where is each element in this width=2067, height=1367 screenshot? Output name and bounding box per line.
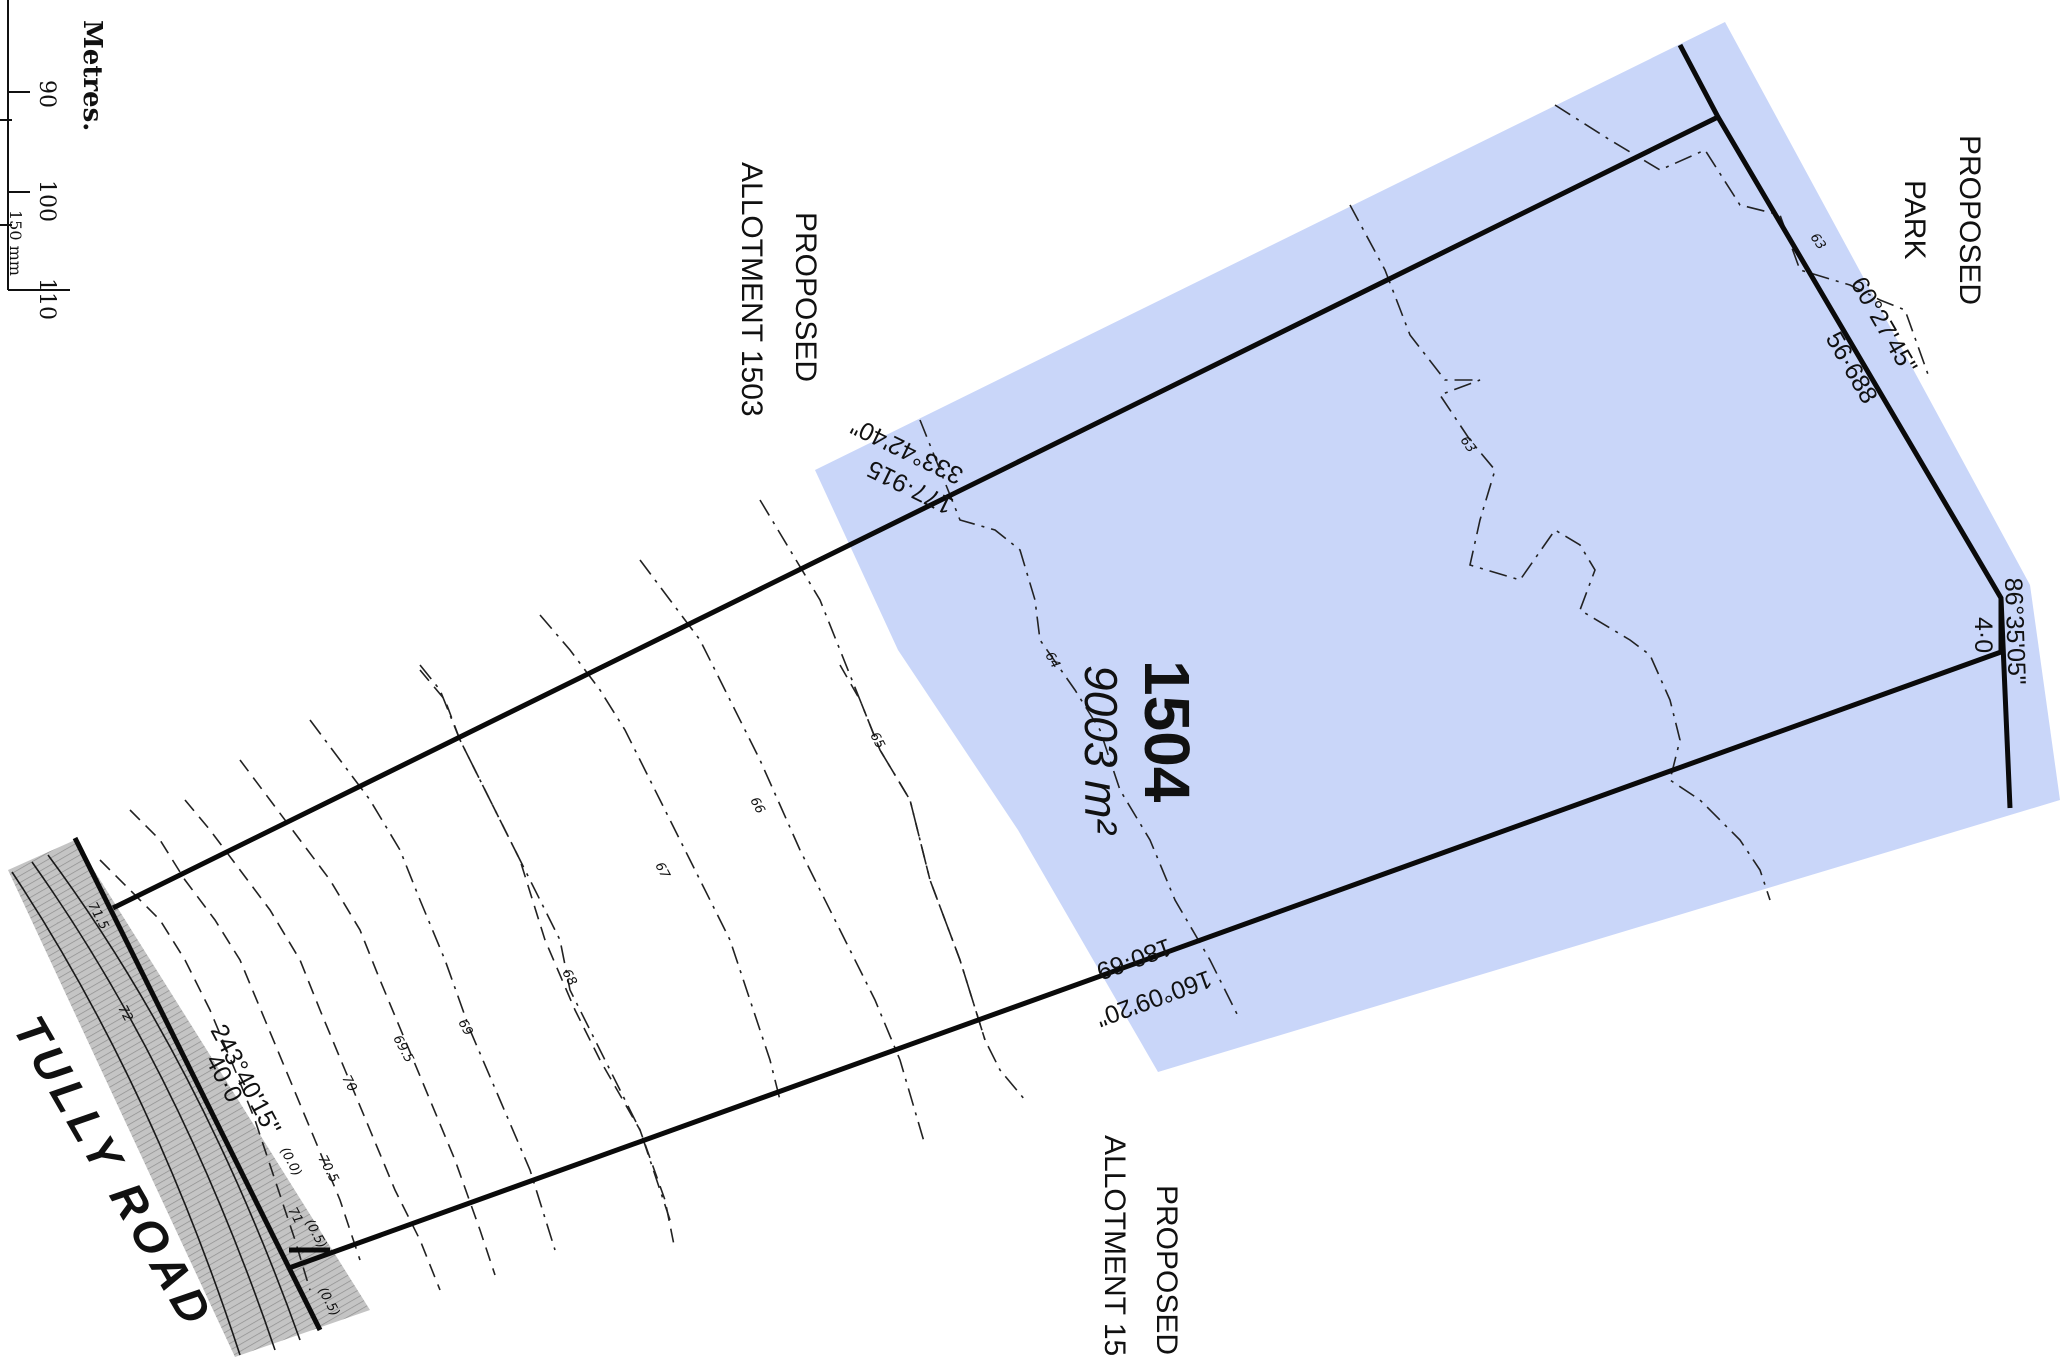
contour-label: 64 (1042, 650, 1063, 672)
contour-label: 65 (866, 730, 887, 752)
contour-label: 70 (338, 1073, 359, 1095)
road-strip (8, 840, 370, 1357)
contour-label: 69 (454, 1017, 475, 1039)
contour-label: 70.5 (314, 1153, 341, 1186)
scale-tick-100: 100 (34, 180, 59, 222)
lot-boundary (72, 43, 2013, 1332)
scale-tick-110: 110 (34, 278, 59, 320)
scale-unit-label: Metres. (77, 20, 107, 131)
contour-lines-dashed (99, 664, 986, 1291)
corner-distance: 4·0 (1969, 617, 1997, 653)
allotment-north-line1: PROPOSED (789, 212, 822, 382)
contour-label: 69.5 (389, 1033, 416, 1066)
road-edge-lines (11, 854, 301, 1356)
lot-area: 9003 m² (1075, 665, 1127, 835)
scale-tick-90: 90 (34, 80, 59, 108)
allotment-south-line1: PROPOSED (1150, 1185, 1183, 1355)
allotment-south-line2: ALLOTMENT 15 (1098, 1135, 1131, 1356)
park-line2: PARK (1898, 180, 1931, 259)
lot-number: 1504 (1131, 660, 1203, 803)
park-line1: PROPOSED (1953, 135, 1986, 305)
scale-mm-label: 150 mm (6, 210, 25, 276)
contour-label: 66 (746, 795, 767, 817)
contour-label: 67 (651, 860, 672, 882)
corner-bearing: 86°35'05" (1999, 577, 2031, 685)
scale-bar (0, 0, 70, 291)
lot-shading (815, 22, 2060, 1072)
contour-label: 72 (114, 1003, 135, 1025)
allotment-north-line2: ALLOTMENT 1503 (735, 162, 768, 417)
contour-label: 71 (284, 1205, 305, 1227)
contour-label: 68 (558, 967, 579, 989)
